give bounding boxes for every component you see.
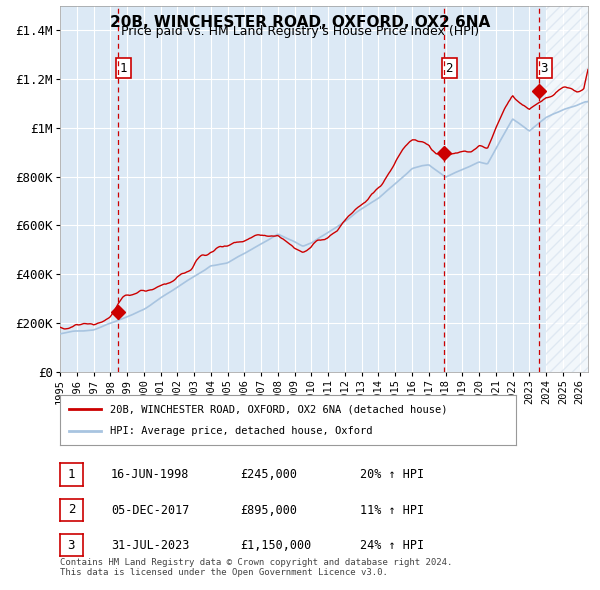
Text: Contains HM Land Registry data © Crown copyright and database right 2024.
This d: Contains HM Land Registry data © Crown c… (60, 558, 452, 577)
Text: 2: 2 (445, 61, 453, 74)
Text: HPI: Average price, detached house, Oxford: HPI: Average price, detached house, Oxfo… (110, 427, 373, 437)
Text: 20B, WINCHESTER ROAD, OXFORD, OX2 6NA: 20B, WINCHESTER ROAD, OXFORD, OX2 6NA (110, 15, 490, 30)
Text: Price paid vs. HM Land Registry's House Price Index (HPI): Price paid vs. HM Land Registry's House … (121, 25, 479, 38)
Text: 3: 3 (541, 61, 548, 74)
Text: 3: 3 (68, 539, 75, 552)
Text: 16-JUN-1998: 16-JUN-1998 (111, 468, 190, 481)
Text: 1: 1 (68, 468, 75, 481)
Text: £895,000: £895,000 (240, 504, 297, 517)
Text: 05-DEC-2017: 05-DEC-2017 (111, 504, 190, 517)
Bar (546, 6, 588, 372)
Text: 31-JUL-2023: 31-JUL-2023 (111, 539, 190, 552)
Bar (546, 6, 588, 372)
Text: 20B, WINCHESTER ROAD, OXFORD, OX2 6NA (detached house): 20B, WINCHESTER ROAD, OXFORD, OX2 6NA (d… (110, 404, 448, 414)
Text: 2: 2 (68, 503, 75, 516)
Text: 20% ↑ HPI: 20% ↑ HPI (360, 468, 424, 481)
Text: £1,150,000: £1,150,000 (240, 539, 311, 552)
Text: 24% ↑ HPI: 24% ↑ HPI (360, 539, 424, 552)
Bar (546, 6, 588, 372)
Text: 1: 1 (119, 61, 127, 74)
Text: 11% ↑ HPI: 11% ↑ HPI (360, 504, 424, 517)
Text: £245,000: £245,000 (240, 468, 297, 481)
